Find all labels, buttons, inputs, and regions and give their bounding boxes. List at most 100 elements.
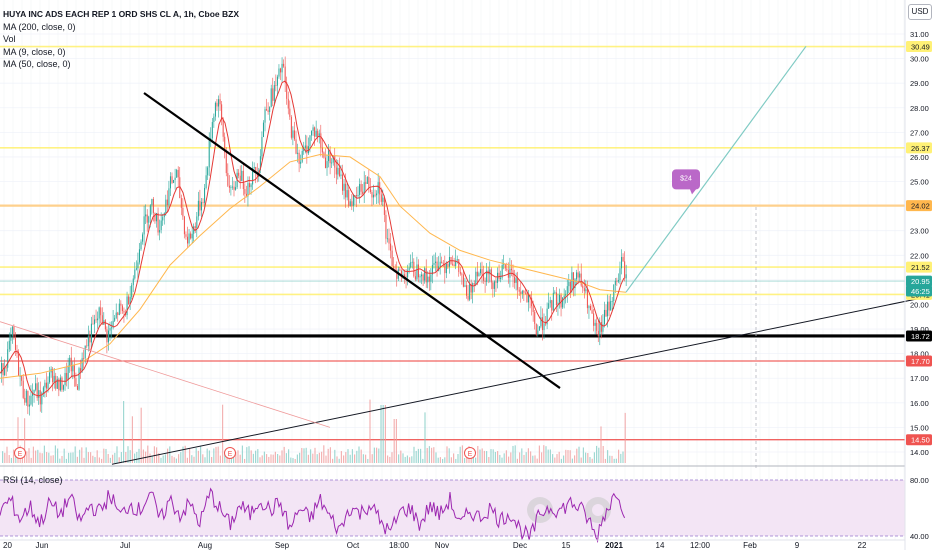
candle-body — [262, 122, 264, 138]
candle-body — [137, 262, 139, 269]
candle-body — [255, 167, 257, 173]
indicator-ma50[interactable]: MA (50, close, 0) — [3, 59, 71, 69]
candle-body — [373, 194, 375, 198]
volume-bar — [398, 454, 400, 463]
volume-bar — [439, 457, 441, 463]
earnings-marker-label: E — [228, 451, 233, 458]
candle-body — [300, 161, 302, 164]
earnings-marker-label: E — [468, 451, 473, 458]
volume-bar — [41, 453, 43, 463]
price-tick-label: 30.00 — [910, 55, 929, 64]
volume-bar — [279, 455, 281, 463]
volume-bar — [228, 455, 230, 463]
volume-bar — [523, 454, 525, 463]
volume-bar — [450, 457, 452, 463]
candle-body — [159, 230, 161, 233]
earnings-marker[interactable] — [14, 447, 26, 459]
rsi-axis[interactable]: 80.00 40.00 — [910, 476, 929, 541]
candle-body — [368, 177, 370, 189]
rsi-watermark — [527, 497, 611, 523]
candle-body — [486, 270, 488, 282]
indicator-ma9[interactable]: MA (9, close, 0) — [3, 46, 66, 57]
volume-bar — [237, 450, 239, 463]
volume-bar — [72, 452, 74, 463]
candle-body — [324, 157, 326, 169]
candle-body — [607, 301, 609, 317]
volume-bar — [109, 457, 111, 463]
candle-body — [490, 269, 492, 283]
candle-body — [421, 274, 423, 277]
volume-bar — [118, 457, 120, 463]
candle-body — [363, 182, 365, 194]
candle-body — [266, 109, 268, 111]
candle-body — [445, 263, 447, 274]
indicator-vol[interactable]: Vol — [3, 34, 16, 44]
candle-body — [8, 340, 10, 350]
candle-body — [205, 175, 207, 188]
volume-bar — [318, 452, 320, 463]
time-axis[interactable]: 20 Jun Jul Aug Sep Oct 18:00 Nov Dec 15 2021 14 12:0… — [3, 541, 867, 550]
time-tick-label: 20 — [3, 541, 12, 550]
candle-body — [495, 281, 497, 283]
volume-bar — [127, 446, 129, 463]
volume-bar — [508, 456, 510, 463]
candle-body — [221, 104, 223, 119]
candle-body — [431, 264, 433, 275]
candle-body — [543, 323, 545, 331]
candle-body — [348, 190, 350, 206]
candle-body — [461, 273, 463, 275]
candle-body — [194, 226, 196, 229]
indicator-ma200[interactable]: MA (200, close, 0) — [3, 21, 76, 32]
candle-body — [169, 176, 171, 189]
price-tick-label: 27.00 — [910, 128, 929, 137]
volume-bar — [224, 451, 226, 463]
volume-bar — [136, 451, 138, 463]
trendline-falling[interactable] — [143, 92, 561, 389]
earnings-marker[interactable] — [464, 447, 476, 459]
symbol-title[interactable]: HUYA INC ADS EACH REP 1 ORD SHS CL A, 1h… — [3, 9, 239, 19]
candle-body — [38, 390, 40, 398]
volume-bar — [138, 448, 140, 463]
candle-body — [80, 368, 82, 372]
trendlines[interactable] — [0, 45, 932, 465]
candle-body — [464, 285, 466, 287]
trendline-target[interactable] — [625, 45, 807, 293]
candle-body — [250, 184, 252, 188]
target-note-bubble[interactable] — [672, 169, 700, 195]
volume-bar — [57, 448, 59, 463]
volume-bar — [131, 416, 133, 463]
price-badge-label: 26.37 — [911, 144, 930, 153]
candle-body — [293, 130, 295, 140]
candle-body — [129, 296, 131, 305]
volume-bar — [182, 446, 184, 463]
price-tick-label: 29.00 — [910, 79, 929, 88]
volume-bar — [574, 455, 576, 463]
volume-bar — [68, 452, 70, 463]
volume-bar — [488, 457, 490, 463]
earnings-marker[interactable] — [224, 447, 236, 459]
candle-body — [27, 390, 29, 407]
price-axis[interactable]: 31.0030.0029.0028.0027.0026.0025.0024.00… — [910, 30, 929, 457]
candle-body — [270, 88, 272, 107]
volume-bar — [85, 447, 87, 463]
candle-body — [369, 188, 371, 193]
candle-body — [157, 212, 159, 233]
candle-body — [304, 145, 306, 149]
target-note[interactable]: $24 — [672, 169, 700, 195]
volume-bar — [541, 452, 543, 463]
volume-bar — [547, 449, 549, 463]
rsi-legend[interactable]: RSI (14, close) — [3, 475, 63, 485]
trendline-rising[interactable] — [111, 295, 932, 465]
candle-body — [475, 271, 477, 285]
candle-body — [484, 280, 486, 282]
volume-bar — [167, 448, 169, 463]
candle-body — [32, 393, 34, 396]
volume-bar — [158, 453, 160, 463]
candle-body — [104, 320, 106, 330]
currency-button[interactable]: USD — [908, 4, 932, 20]
candle-body — [594, 322, 596, 326]
candle-body — [247, 183, 249, 197]
trendline-faint[interactable] — [0, 321, 331, 428]
